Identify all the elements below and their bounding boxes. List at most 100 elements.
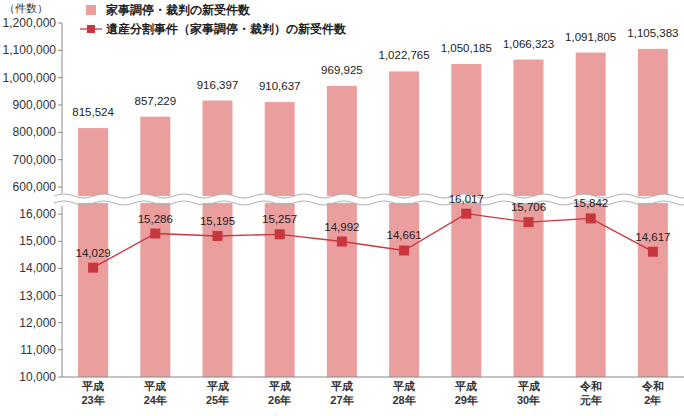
y-tick-label: 1,100,000 bbox=[3, 43, 57, 57]
x-tick-label: 平成 23年 bbox=[81, 380, 105, 406]
chart: （件数）10,00011,00012,00013,00014,00015,000… bbox=[0, 0, 684, 416]
x-tick-label: 平成 28年 bbox=[392, 380, 416, 406]
bar-label: 1,066,323 bbox=[503, 38, 554, 50]
x-axis-line bbox=[62, 377, 684, 378]
bar bbox=[140, 117, 170, 377]
y-axis-label: （件数） bbox=[4, 2, 48, 14]
y-tick bbox=[58, 132, 62, 133]
y-tick bbox=[58, 241, 62, 242]
y-tick bbox=[58, 187, 62, 188]
x-tick-label-line: 25年 bbox=[206, 394, 229, 406]
x-tick-label-line: 元年 bbox=[579, 394, 602, 406]
y-tick bbox=[58, 377, 62, 378]
marker bbox=[150, 229, 160, 239]
x-tick-label-line: 30年 bbox=[517, 394, 540, 406]
y-tick-label: 1,000,000 bbox=[3, 71, 57, 85]
x-tick-label: 令和元年 bbox=[579, 380, 602, 406]
y-tick bbox=[58, 349, 62, 350]
plot-area bbox=[78, 49, 668, 377]
y-tick bbox=[58, 295, 62, 296]
bar bbox=[576, 53, 606, 377]
legend-label: 家事調停・裁判の新受件数 bbox=[105, 3, 251, 17]
x-tick-label-line: 28年 bbox=[392, 394, 415, 406]
line-label: 15,195 bbox=[200, 215, 235, 227]
line-label: 14,617 bbox=[635, 231, 670, 243]
y-tick bbox=[58, 322, 62, 323]
legend-swatch bbox=[86, 5, 96, 15]
bar-label: 857,229 bbox=[135, 95, 177, 107]
y-tick-label: 800,000 bbox=[13, 125, 57, 139]
x-tick-label-line: 29年 bbox=[455, 394, 478, 406]
legend: 家事調停・裁判の新受件数遺産分割事件（家事調停・裁判）の新受件数 bbox=[80, 3, 347, 36]
y-tick bbox=[58, 159, 62, 160]
line-label: 14,661 bbox=[387, 229, 422, 241]
y-tick-label: 600,000 bbox=[13, 180, 57, 194]
y-tick-label: 1,200,000 bbox=[3, 16, 57, 30]
bar bbox=[203, 101, 233, 377]
y-tick bbox=[58, 23, 62, 24]
bar bbox=[638, 49, 668, 377]
y2-axis-line bbox=[62, 23, 63, 193]
y-tick bbox=[58, 77, 62, 78]
x-tick-label-line: 平成 bbox=[268, 380, 291, 392]
y-tick-label: 16,000 bbox=[19, 207, 56, 221]
marker bbox=[275, 229, 285, 239]
y-tick bbox=[58, 214, 62, 215]
marker bbox=[399, 245, 409, 255]
bar bbox=[514, 60, 544, 377]
y-tick-label: 700,000 bbox=[13, 153, 57, 167]
y-tick-label: 900,000 bbox=[13, 98, 57, 112]
x-tick-label: 平成 26年 bbox=[268, 380, 292, 406]
bar-label: 1,091,805 bbox=[565, 31, 616, 43]
x-tick-label: 平成 25年 bbox=[206, 380, 230, 406]
line-label: 15,257 bbox=[262, 213, 297, 225]
x-tick-label: 平成 30年 bbox=[517, 380, 541, 406]
bar-label: 969,925 bbox=[321, 64, 363, 76]
x-tick-label-line: 26年 bbox=[268, 394, 291, 406]
x-tick-label-line: 平成 bbox=[81, 380, 104, 392]
y-tick bbox=[58, 50, 62, 51]
bar bbox=[265, 102, 295, 377]
line-group bbox=[88, 209, 658, 273]
x-tick-label: 平成 24年 bbox=[143, 380, 167, 406]
marker bbox=[586, 213, 596, 223]
y-tick-label: 13,000 bbox=[19, 289, 56, 303]
line-label: 15,706 bbox=[511, 201, 546, 213]
line bbox=[93, 214, 653, 268]
x-tick-label-line: 平成 bbox=[206, 380, 229, 392]
x-tick-label-line: 平成 bbox=[517, 380, 540, 392]
y-tick-label: 12,000 bbox=[19, 316, 56, 330]
x-tick-label-line: 平成 bbox=[143, 380, 166, 392]
x-tick-label: 令和2年 bbox=[641, 380, 664, 406]
x-tick-label-line: 平成 bbox=[454, 380, 477, 392]
x-tick-label-line: 23年 bbox=[81, 394, 104, 406]
x-tick-label-line: 2年 bbox=[644, 394, 661, 406]
marker bbox=[461, 209, 471, 219]
y-tick bbox=[58, 268, 62, 269]
line-label: 16,017 bbox=[449, 193, 484, 205]
legend-swatch bbox=[87, 25, 95, 33]
bar-label: 1,105,383 bbox=[627, 27, 678, 39]
line-label: 14,029 bbox=[76, 247, 111, 259]
x-tick-label-line: 平成 bbox=[330, 380, 353, 392]
marker bbox=[648, 247, 658, 257]
bar-label: 1,022,765 bbox=[379, 49, 430, 61]
legend-label: 遺産分割事件（家事調停・裁判）の新受件数 bbox=[105, 22, 347, 36]
x-tick-label: 平成 27年 bbox=[330, 380, 354, 406]
x-tick-label-line: 令和 bbox=[579, 380, 602, 393]
x-tick-label-line: 27年 bbox=[330, 394, 353, 406]
bar-label: 916,397 bbox=[197, 79, 239, 91]
marker bbox=[524, 217, 534, 227]
x-tick-label-line: 平成 bbox=[392, 380, 415, 392]
x-tick-label-line: 24年 bbox=[144, 394, 167, 406]
line-label: 14,992 bbox=[324, 221, 359, 233]
x-tick-label-line: 令和 bbox=[641, 380, 664, 393]
bar-label: 1,050,185 bbox=[441, 42, 492, 54]
marker bbox=[337, 237, 347, 247]
y-tick-label: 11,000 bbox=[20, 343, 56, 357]
y-tick bbox=[58, 105, 62, 106]
line-label: 15,286 bbox=[138, 213, 173, 225]
line-label: 15,842 bbox=[573, 197, 608, 209]
y-tick-label: 10,000 bbox=[19, 370, 56, 384]
marker bbox=[88, 263, 98, 273]
